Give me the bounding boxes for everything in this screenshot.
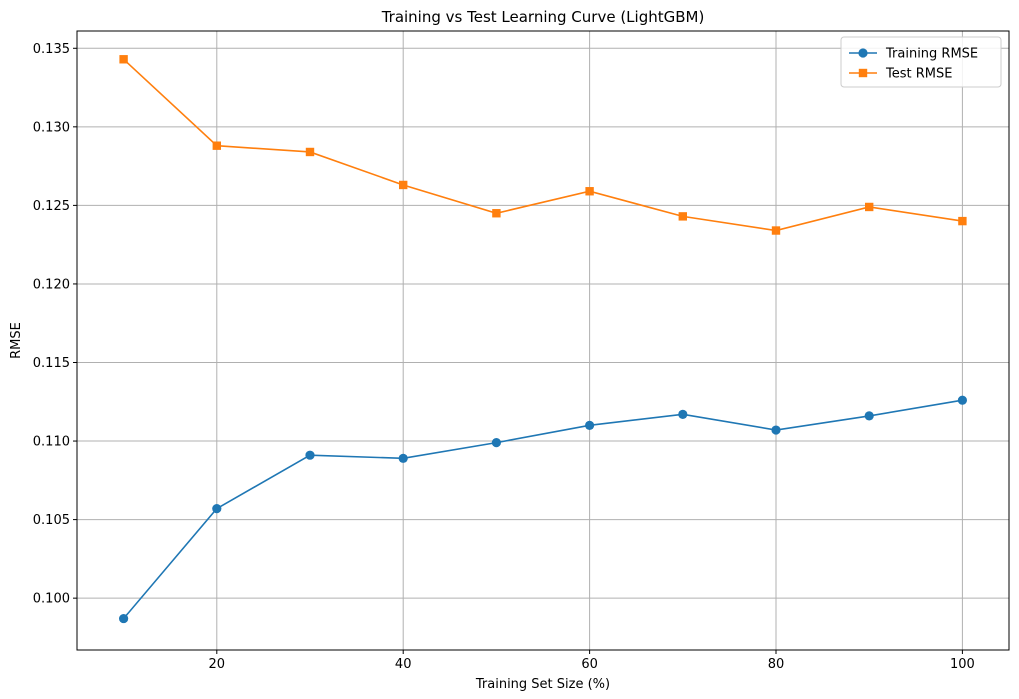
x-tick-label: 100: [950, 657, 975, 672]
data-point: [305, 147, 315, 157]
y-axis-label: RMSE: [9, 322, 24, 359]
legend-label: Test RMSE: [885, 67, 952, 82]
data-point: [119, 613, 129, 624]
data-point: [865, 202, 874, 212]
data-point: [678, 212, 687, 221]
data-point: [585, 420, 595, 430]
y-tick-label: 0.120: [33, 277, 70, 292]
series-line: [122, 399, 963, 620]
data-point: [678, 409, 688, 419]
series-line: [123, 58, 963, 232]
data-point: [771, 226, 781, 235]
data-point: [958, 216, 967, 226]
data-point: [492, 209, 501, 218]
data-point: [585, 187, 594, 196]
axis-ticks: 20 40 60 80 100 0.100 0.105 0.110 0.115 0.120 0.12…: [33, 42, 975, 672]
y-tick-label: 0.135: [33, 42, 70, 57]
data-point: [864, 411, 874, 421]
data-point: [491, 438, 501, 448]
x-tick-label: 60: [581, 657, 598, 672]
y-tick-label: 0.110: [33, 435, 70, 450]
x-axis-label: Training Set Size (%): [475, 677, 610, 692]
legend-marker: [858, 68, 868, 78]
y-tick-label: 0.115: [33, 356, 70, 371]
grid-lines: [77, 31, 1009, 650]
data-point: [119, 55, 128, 64]
data-point: [305, 450, 315, 460]
x-tick-label: 80: [768, 657, 785, 672]
legend-marker: [858, 48, 868, 58]
data-point: [398, 453, 408, 463]
data-point: [212, 504, 222, 514]
series-layer: [119, 55, 968, 624]
y-tick-label: 0.105: [33, 513, 70, 528]
legend-label: Training RMSE: [885, 47, 978, 62]
series-training-rmse: [119, 395, 968, 624]
y-tick-label: 0.130: [33, 120, 70, 135]
legend-item: Test RMSE: [849, 67, 952, 82]
y-tick-label: 0.125: [33, 199, 70, 214]
x-tick-label: 20: [209, 657, 226, 672]
plot-frame: [76, 30, 1010, 651]
data-point: [212, 141, 221, 150]
data-point: [771, 425, 781, 435]
data-point: [957, 395, 968, 405]
legend-item: Training RMSE: [849, 47, 978, 62]
legend-box: [840, 36, 1002, 88]
series-test-rmse: [119, 55, 967, 235]
data-point: [399, 180, 408, 190]
chart-title: Training vs Test Learning Curve (LightGB…: [381, 8, 705, 26]
y-tick-label: 0.100: [33, 592, 70, 607]
legend: Training RMSE Test RMSE: [840, 36, 1002, 88]
x-tick-label: 40: [395, 657, 412, 672]
